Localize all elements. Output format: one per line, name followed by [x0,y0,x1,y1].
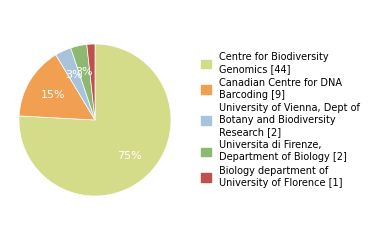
Text: 75%: 75% [117,151,141,161]
Text: 3%: 3% [76,67,93,77]
Wedge shape [56,48,95,120]
Legend: Centre for Biodiversity
Genomics [44], Canadian Centre for DNA
Barcoding [9], Un: Centre for Biodiversity Genomics [44], C… [200,50,362,190]
Text: 15%: 15% [40,90,65,100]
Text: 3%: 3% [65,70,83,80]
Wedge shape [19,55,95,120]
Wedge shape [87,44,95,120]
Text: 2%: 2% [0,239,1,240]
Wedge shape [71,44,95,120]
Wedge shape [19,44,171,196]
